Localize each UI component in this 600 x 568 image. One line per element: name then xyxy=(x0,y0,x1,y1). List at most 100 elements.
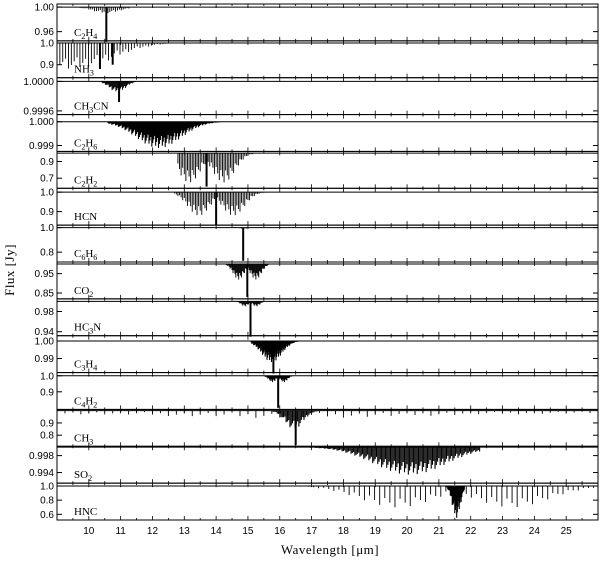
panel-frame xyxy=(56,187,599,226)
molecule-label-part: 6 xyxy=(93,253,97,262)
molecule-label-hc3n: HC3N xyxy=(74,322,101,336)
molecule-label-ch3: CH3 xyxy=(74,432,93,446)
x-tick-label: 23 xyxy=(497,526,509,537)
molecule-label-part: 3 xyxy=(90,69,94,78)
panel-hc3n: 0.98 0.94 HC3N xyxy=(35,298,599,338)
molecule-label-part: 2 xyxy=(89,290,93,299)
panel-c6h6: 1.00.8 C6H6 xyxy=(40,223,599,263)
y-tick-label: 0.998 xyxy=(29,451,54,462)
molecule-label-c2h6: C2H6 xyxy=(74,137,97,151)
y-tick-label: 0.9 xyxy=(40,418,54,429)
molecule-label-part: 4 xyxy=(93,32,97,41)
panel-so2: 0.998 0.994 SO2 xyxy=(29,445,599,484)
absorption-feature-band xyxy=(309,447,481,475)
molecule-label-c3h4: C3H4 xyxy=(74,359,97,373)
molecule-label-part: 2 xyxy=(81,179,85,188)
panel-c2h4: 1.00 0.96 C2H4 xyxy=(35,3,599,42)
x-tick-label: 17 xyxy=(306,526,318,537)
molecule-label-part: HCN xyxy=(74,211,97,223)
y-tick-label: 0.95 xyxy=(35,269,55,280)
molecule-label-part: N xyxy=(93,322,101,334)
panel-c3h4: 1.00 0.99 C3H4 xyxy=(35,335,599,374)
absorption-feature-lines xyxy=(101,81,137,93)
panel-frame xyxy=(56,3,599,42)
panel-frame xyxy=(56,298,599,337)
x-tick-label: 10 xyxy=(83,526,95,537)
panel-co2: 0.95 0.85 CO2 xyxy=(35,261,599,300)
molecule-label-co2: CO2 xyxy=(74,285,93,299)
x-tick-label: 21 xyxy=(433,526,445,537)
absorption-feature-band xyxy=(445,485,465,518)
panel-frame xyxy=(56,372,599,410)
x-tick-label: 15 xyxy=(242,526,254,537)
y-tick-label: 0.999 xyxy=(29,141,54,152)
y-tick-label: 0.8 xyxy=(40,431,54,442)
y-tick-label: 0.7 xyxy=(40,174,54,185)
molecule-label-part: CH xyxy=(74,432,89,444)
molecule-label-hcn: HCN xyxy=(74,211,97,223)
molecule-label-c6h6: C6H6 xyxy=(74,248,97,262)
y-tick-label: 0.9 xyxy=(40,207,54,218)
y-tick-label: 0.9 xyxy=(40,387,54,398)
absorption-feature-branch xyxy=(174,192,265,216)
x-tick-label: 12 xyxy=(147,526,159,537)
y-axis-label: Flux [Jy] xyxy=(2,244,17,296)
y-tick-label: 0.8 xyxy=(40,248,54,259)
panel-c2h6: 1.000 0.999 C2H6 xyxy=(29,114,599,152)
y-tick-label: 0.9 xyxy=(40,157,54,168)
molecule-label-c2h2: C2H2 xyxy=(74,174,97,188)
panel-c4h2: 1.0 0.9 C4H2 xyxy=(40,371,599,410)
y-tick-label: 1.0000 xyxy=(23,77,54,88)
molecule-label-part: 2 xyxy=(81,32,85,41)
molecule-label-part: C xyxy=(74,248,81,260)
panel-hnc: 1.0 0.8 0.6 HNC xyxy=(40,481,599,521)
y-tick-label: 1.0 xyxy=(40,223,54,234)
molecule-label-part: H xyxy=(85,359,93,371)
molecule-label-part: 3 xyxy=(89,327,93,336)
panel-frame xyxy=(56,224,599,263)
panel-ch3cn: 1.0000 0.9996 CH3CN xyxy=(23,77,599,117)
molecule-label-part: C xyxy=(74,395,81,407)
absorption-feature-branch xyxy=(307,485,594,508)
x-tick-label: 13 xyxy=(179,526,191,537)
molecule-label-part: 2 xyxy=(88,474,92,483)
absorption-feature-band xyxy=(250,340,300,363)
y-tick-label: 1.00 xyxy=(35,3,55,14)
absorption-feature-branch xyxy=(223,263,271,280)
x-tick-label: 18 xyxy=(338,526,350,537)
absorption-feature-band xyxy=(107,121,221,148)
molecule-label-part: 6 xyxy=(93,142,97,151)
y-tick-label: 0.9996 xyxy=(23,106,54,117)
x-tick-label: 24 xyxy=(529,526,541,537)
molecule-label-part: C xyxy=(74,174,81,186)
molecule-label-part: 4 xyxy=(81,400,85,409)
molecule-label-part: 6 xyxy=(81,253,85,262)
absorption-feature-branch xyxy=(264,375,293,383)
molecule-label-part: SO xyxy=(74,469,88,481)
panel-ch3: 0.9 0.8 CH3 xyxy=(40,408,599,447)
y-tick-label: 1.00 xyxy=(35,336,55,347)
molecule-label-so2: SO2 xyxy=(74,469,92,483)
absorption-feature-branch xyxy=(177,153,254,183)
panel-frame xyxy=(56,150,599,189)
molecule-label-part: 2 xyxy=(81,142,85,151)
x-tick-label: 11 xyxy=(115,526,126,537)
x-tick-label: 25 xyxy=(561,526,573,537)
molecule-label-part: H xyxy=(85,137,93,149)
x-tick-label: 20 xyxy=(401,526,413,537)
molecule-label-part: CO xyxy=(74,285,89,297)
x-tick-label: 19 xyxy=(370,526,382,537)
y-tick-label: 0.96 xyxy=(35,27,55,38)
molecule-label-part: HC xyxy=(74,322,89,334)
panel-frame xyxy=(56,261,599,300)
molecule-label-part: H xyxy=(85,395,93,407)
molecule-label-part: 2 xyxy=(93,400,97,409)
molecule-label-part: NH xyxy=(74,64,90,76)
x-tick-label: 16 xyxy=(274,526,286,537)
panel-frame xyxy=(56,77,599,116)
y-tick-label: 0.9 xyxy=(40,60,54,71)
x-axis-label: Wavelength [μm] xyxy=(281,542,379,557)
y-tick-label: 0.994 xyxy=(29,468,54,479)
molecule-label-part: H xyxy=(85,248,93,260)
